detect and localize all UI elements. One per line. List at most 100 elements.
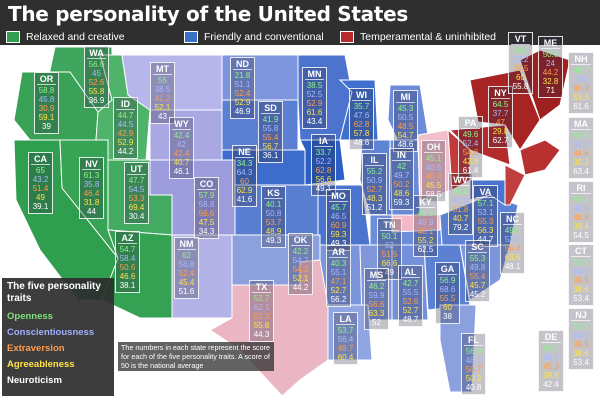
nd-neuroticism: 46.9 (234, 107, 251, 116)
ut-openness: 47.7 (128, 176, 145, 185)
mi-conscientiousness: 50.5 (397, 113, 414, 122)
ar-neuroticism: 56.2 (330, 295, 347, 304)
nc-neuroticism: 48.1 (504, 262, 521, 271)
in-neuroticism: 59.3 (393, 198, 410, 207)
state-abbr-ut: UT (127, 164, 146, 175)
ca-neuroticism: 39.1 (32, 202, 49, 211)
co-conscientiousness: 58.8 (198, 200, 215, 209)
tx-agreeableness: 55.8 (253, 321, 270, 330)
state-box-wy: WY 42.4 42 42.4 40.7 46.1 (169, 117, 194, 179)
ri-neuroticism: 54.5 (573, 231, 589, 240)
state-box-nm: NM 62 56.8 52.4 45.4 51.6 (174, 237, 199, 299)
nj-conscientiousness: 54.2 (573, 331, 589, 340)
wy-neuroticism: 46.1 (173, 167, 190, 176)
va-extraversion: 55.3 (477, 217, 494, 226)
la-openness: 53.7 (337, 326, 354, 335)
tn-agreeableness: 66.6 (381, 259, 398, 268)
state-abbr-mt: MT (153, 64, 172, 75)
la-agreeableness: 60.4 (337, 353, 354, 362)
state-abbr-ok: OK (291, 235, 310, 246)
al-agreeableness: 52.7 (402, 306, 419, 315)
ms-extraversion: 56.6 (368, 300, 385, 309)
ms-agreeableness: 63.3 (368, 309, 385, 318)
wy-agreeableness: 40.7 (173, 158, 190, 167)
nj-extraversion: 39.5 (573, 340, 589, 349)
state-abbr-nj: NJ (571, 310, 591, 321)
state-abbr-ma: MA (571, 119, 591, 130)
mo-openness: 45.7 (330, 203, 347, 212)
state-box-ny: NY 64.5 37.7 47 29.8 62.7 (488, 86, 513, 148)
ma-agreeableness: 30.2 (573, 158, 589, 167)
ut-agreeableness: 69.4 (128, 203, 145, 212)
ks-openness: 40.1 (265, 200, 282, 209)
state-abbr-de: DE (541, 332, 561, 343)
mi-openness: 45.3 (397, 104, 414, 113)
state-box-ne: NE 34.3 64.3 60 62.9 41.6 (232, 145, 257, 207)
fl-conscientiousness: 48.7 (465, 356, 482, 365)
nm-agreeableness: 45.4 (178, 278, 195, 287)
ny-neuroticism: 62.7 (492, 136, 509, 145)
state-abbr-nd: ND (233, 59, 252, 70)
co-agreeableness: 47.5 (198, 218, 215, 227)
nv-agreeableness: 31.8 (83, 198, 100, 207)
temperamental-uninhibited-swatch (340, 30, 354, 43)
az-neuroticism: 38.1 (119, 281, 136, 290)
nc-conscientiousness: 52.7 (504, 235, 521, 244)
state-abbr-ar: AR (329, 247, 348, 258)
il-agreeableness: 48.3 (366, 194, 383, 203)
state-box-ri: RI 59.4 48.5 48.8 39.4 54.5 (568, 181, 594, 243)
in-conscientiousness: 49.7 (393, 171, 410, 180)
or-agreeableness: 59.1 (38, 113, 55, 122)
ne-agreeableness: 62.9 (236, 186, 253, 195)
wi-conscientiousness: 47.6 (353, 111, 370, 120)
il-openness: 55.2 (366, 167, 383, 176)
mn-conscientiousness: 52.5 (306, 90, 323, 99)
score-explanation-note: The numbers in each state represent the … (118, 342, 274, 371)
wv-neuroticism: 79.2 (452, 223, 469, 232)
va-agreeableness: 56.3 (477, 226, 494, 235)
tx-conscientiousness: 62.1 (253, 303, 270, 312)
state-box-va: VA 57.1 53.1 55.3 56.3 44.7 (473, 185, 498, 247)
state-abbr-sc: SC (468, 242, 487, 253)
mt-conscientiousness: 38.5 (154, 85, 171, 94)
pa-extraversion: 54.6 (462, 148, 479, 157)
tn-conscientiousness: 62 (385, 241, 394, 250)
nc-openness: 49.6 (504, 226, 521, 235)
nm-openness: 62 (182, 251, 191, 260)
vt-neuroticism: 55.8 (512, 82, 529, 91)
state-box-nh: NH 48.7 38 40.2 53.6 61.6 (568, 52, 594, 114)
legend-relaxed-creative-label: Relaxed and creative (26, 30, 125, 43)
or-openness: 58.8 (38, 86, 55, 95)
state-abbr-az: AZ (118, 233, 137, 244)
state-abbr-wv: WV (451, 175, 470, 186)
fl-agreeableness: 50.2 (465, 374, 482, 383)
pa-openness: 49.6 (462, 130, 479, 139)
wi-extraversion: 62.8 (353, 120, 370, 129)
state-box-nc: NC 49.6 52.7 56.4 63.6 48.1 (500, 212, 525, 274)
ok-extraversion: 54.3 (292, 265, 309, 274)
ia-extraversion: 62.8 (315, 166, 332, 175)
ca-extraversion: 51.4 (32, 184, 49, 193)
state-abbr-or: OR (37, 74, 56, 85)
state-abbr-ne: NE (235, 147, 254, 158)
az-openness: 54.7 (119, 245, 136, 254)
id-extraversion: 42.9 (117, 129, 134, 138)
sd-neuroticism: 36.1 (262, 151, 279, 160)
state-box-ut: UT 47.7 54.5 53.3 69.4 30.4 (124, 162, 149, 224)
state-abbr-il: IL (365, 155, 384, 166)
state-box-or: OR 58.8 45.8 30.9 59.1 39 (34, 72, 59, 134)
ut-conscientiousness: 54.5 (128, 185, 145, 194)
state-abbr-mo: MO (329, 191, 348, 202)
wi-openness: 35.7 (353, 102, 370, 111)
trait-key-title: The five personality traits (7, 281, 101, 304)
trait-conscientiousness: Conscientiousness (7, 327, 95, 338)
ga-openness: 56.9 (439, 276, 456, 285)
ky-neuroticism: 62.5 (417, 245, 434, 254)
ok-neuroticism: 44.2 (292, 283, 309, 292)
wy-conscientiousness: 42 (177, 140, 186, 149)
il-neuroticism: 51.2 (366, 203, 383, 212)
al-openness: 42.7 (402, 279, 419, 288)
wy-openness: 42.4 (173, 131, 190, 140)
state-abbr-ca: CA (31, 154, 50, 165)
ma-neuroticism: 63.4 (573, 167, 589, 176)
